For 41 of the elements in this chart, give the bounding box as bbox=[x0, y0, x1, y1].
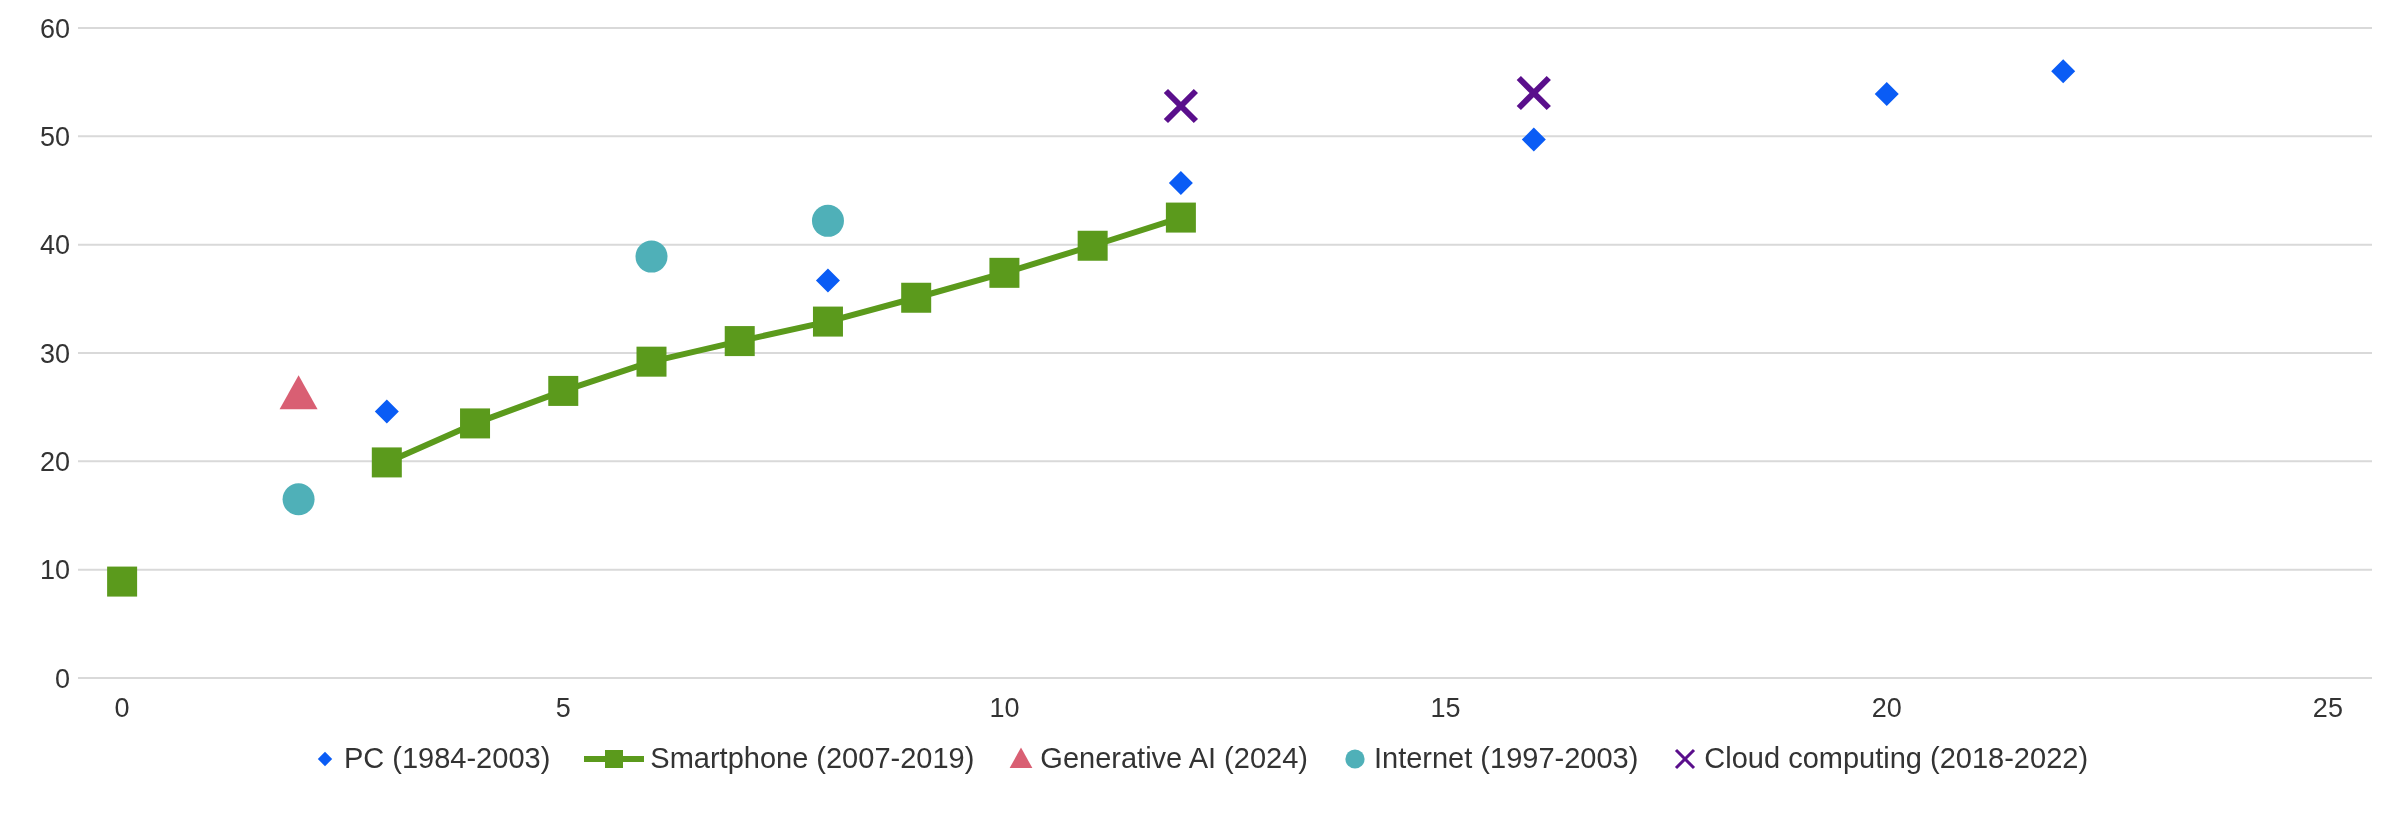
point bbox=[282, 483, 315, 516]
point bbox=[1521, 127, 1546, 152]
point bbox=[1515, 75, 1552, 111]
x-tick-label: 20 bbox=[1871, 693, 1902, 724]
y-tick-label: 0 bbox=[54, 663, 70, 694]
y-tick-label: 40 bbox=[39, 230, 70, 261]
x-tick-label: 5 bbox=[555, 693, 571, 724]
y-tick-label: 50 bbox=[39, 121, 70, 152]
point bbox=[1168, 170, 1193, 195]
legend-label: Cloud computing (2018-2022) bbox=[1704, 742, 2089, 775]
point bbox=[811, 204, 844, 237]
y-tick-label: 60 bbox=[39, 13, 70, 44]
point bbox=[812, 306, 843, 337]
point bbox=[279, 375, 318, 410]
point bbox=[2051, 59, 2076, 84]
point bbox=[107, 566, 138, 597]
y-tick-label: 10 bbox=[39, 555, 70, 586]
point bbox=[548, 375, 579, 406]
point bbox=[989, 257, 1020, 288]
point bbox=[636, 346, 667, 377]
y-tick-label: 30 bbox=[39, 338, 70, 369]
x-tick-label: 15 bbox=[1430, 693, 1461, 724]
point bbox=[1165, 202, 1196, 233]
point bbox=[371, 447, 402, 478]
x-tick-label: 10 bbox=[989, 693, 1020, 724]
legend-label: Generative AI (2024) bbox=[1040, 742, 1308, 775]
y-tick-label: 20 bbox=[39, 446, 70, 477]
point bbox=[815, 268, 840, 293]
legend-label: Smartphone (2007-2019) bbox=[650, 742, 975, 775]
point bbox=[374, 399, 399, 424]
legend-label: Internet (1997-2003) bbox=[1373, 742, 1639, 775]
point bbox=[1874, 82, 1899, 107]
point bbox=[724, 326, 755, 357]
legend-label: PC (1984-2003) bbox=[343, 742, 551, 775]
point bbox=[635, 240, 668, 273]
point bbox=[1162, 88, 1199, 124]
x-tick-label: 25 bbox=[2312, 693, 2343, 724]
point bbox=[460, 408, 491, 439]
point bbox=[1077, 230, 1108, 261]
x-tick-label: 0 bbox=[114, 693, 130, 724]
point bbox=[901, 282, 932, 313]
